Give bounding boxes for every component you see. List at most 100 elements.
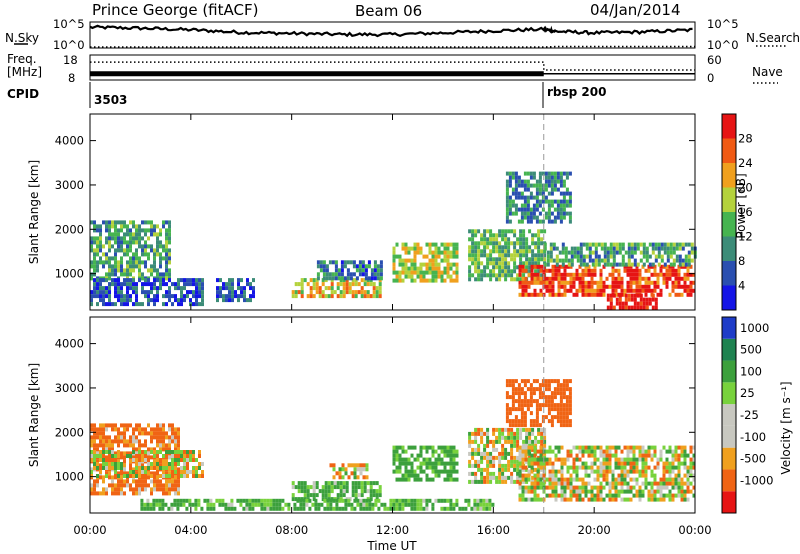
- data-cell: [516, 479, 520, 484]
- data-cell: [584, 481, 588, 486]
- data-cell: [558, 258, 562, 263]
- data-cell: [477, 443, 481, 448]
- data-cell: [641, 461, 645, 466]
- data-cell: [591, 258, 595, 263]
- data-cell: [651, 246, 655, 251]
- data-cell: [482, 502, 486, 507]
- data-cell: [565, 211, 569, 216]
- data-cell: [153, 427, 156, 432]
- data-cell: [392, 266, 396, 271]
- data-cell: [489, 237, 493, 242]
- data-cell: [102, 302, 105, 307]
- data-cell: [162, 220, 165, 225]
- data-cell: [315, 290, 319, 295]
- data-cell: [99, 240, 102, 245]
- colorbar-frame: [721, 113, 737, 311]
- data-cell: [553, 395, 557, 400]
- data-cell: [90, 236, 93, 241]
- data-cell: [303, 481, 307, 486]
- data-cell: [449, 477, 453, 482]
- data-cell: [674, 473, 678, 478]
- data-cell: [141, 458, 144, 462]
- data-cell: [550, 379, 554, 384]
- data-cell: [346, 260, 350, 265]
- data-cell: [538, 423, 542, 428]
- data-cell: [477, 261, 481, 266]
- data-cell: [398, 258, 402, 263]
- data-cell: [659, 453, 663, 458]
- data-cell: [152, 498, 156, 503]
- data-cell: [556, 419, 560, 424]
- data-cell: [321, 493, 325, 498]
- data-cell: [680, 449, 684, 454]
- data-cell: [671, 449, 675, 454]
- data-cell: [96, 302, 99, 307]
- data-cell: [349, 276, 353, 281]
- data-cell: [624, 305, 628, 310]
- data-cell: [599, 284, 603, 289]
- data-cell: [195, 282, 198, 287]
- data-cell: [330, 282, 334, 287]
- data-cell: [514, 415, 518, 420]
- data-cell: [542, 268, 546, 273]
- data-cell: [569, 264, 573, 269]
- data-cell: [560, 493, 564, 498]
- data-cell: [511, 211, 515, 216]
- data-cell: [538, 387, 542, 392]
- data-cell: [369, 294, 373, 299]
- data-cell: [147, 244, 150, 249]
- data-cell: [333, 481, 337, 486]
- data-cell: [538, 383, 542, 388]
- data-cell: [477, 427, 481, 432]
- data-cell: [623, 268, 627, 273]
- data-cell: [549, 242, 553, 247]
- data-cell: [629, 445, 633, 450]
- data-cell: [395, 498, 399, 503]
- colorbar-tick-label: 25: [740, 386, 755, 400]
- data-cell: [90, 260, 93, 265]
- data-cell: [443, 278, 447, 283]
- data-cell: [511, 175, 515, 180]
- data-cell: [480, 237, 484, 242]
- data-cell: [108, 435, 111, 440]
- data-cell: [683, 453, 687, 458]
- data-cell: [99, 224, 102, 229]
- data-cell: [338, 467, 342, 472]
- data-cell: [632, 469, 636, 474]
- data-cell: [561, 246, 565, 251]
- data-cell: [404, 262, 408, 267]
- data-cell: [525, 467, 529, 472]
- data-cell: [96, 451, 99, 456]
- data-cell: [562, 211, 566, 216]
- data-cell: [392, 445, 396, 450]
- data-cell: [492, 447, 496, 452]
- data-cell: [508, 199, 512, 204]
- data-cell: [516, 435, 520, 440]
- data-cell: [257, 498, 261, 503]
- data-cell: [159, 431, 162, 436]
- data-cell: [533, 461, 537, 466]
- data-cell: [90, 474, 93, 478]
- colorbar-tick-label: -500: [740, 452, 766, 466]
- data-cell: [162, 294, 165, 299]
- data-cell: [132, 286, 135, 291]
- data-cell: [526, 219, 530, 224]
- data-cell: [590, 497, 594, 502]
- data-cell: [404, 274, 408, 279]
- data-cell: [180, 474, 183, 478]
- data-cell: [548, 284, 552, 289]
- data-cell: [519, 431, 523, 436]
- data-cell: [495, 455, 499, 460]
- data-cell: [108, 439, 111, 444]
- data-cell: [578, 445, 582, 450]
- data-cell: [563, 477, 567, 482]
- data-cell: [159, 466, 162, 470]
- data-cell: [449, 473, 453, 478]
- data-cell: [129, 236, 132, 241]
- data-cell: [650, 288, 654, 293]
- data-cell: [96, 483, 99, 488]
- data-cell: [186, 294, 189, 299]
- data-cell: [395, 469, 399, 474]
- data-cell: [334, 272, 338, 277]
- data-cell: [449, 453, 453, 458]
